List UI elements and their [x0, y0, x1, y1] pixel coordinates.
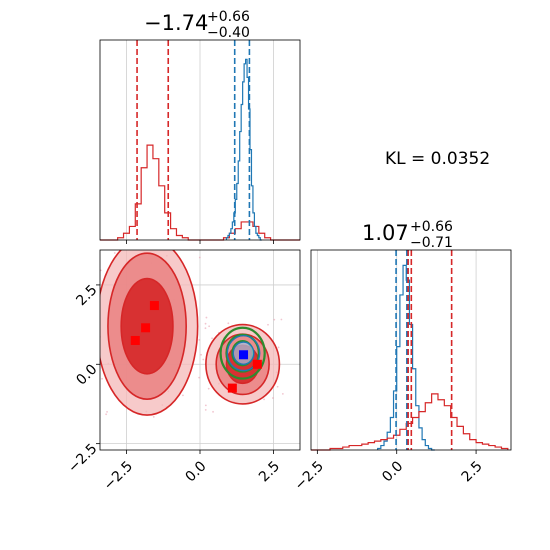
bottom-left-scatter-point	[182, 394, 184, 397]
bottom-right-xtick-label-2: 2.5	[459, 458, 486, 485]
top-left-histogram-panel: −1.74 +0.66 −0.40	[99, 9, 301, 244]
bottom-right-histogram-panel: −2.5 0.0 2.5 1.07 +0.66 −0.71	[292, 219, 512, 494]
bottom-left-scatter-point	[198, 376, 201, 379]
bottom-left-ytick-label-0: −2.5	[65, 441, 100, 476]
bottom-left-xtick-label-1: 0.0	[183, 458, 210, 485]
kl-annotation: KL = 0.0352	[385, 149, 490, 169]
bottom-right-title-minus: −0.71	[410, 235, 453, 251]
bottom-right-title-value: 1.07	[362, 221, 409, 245]
bottom-left-scatter-point	[205, 316, 208, 319]
bottom-right-xtick-label-1: 0.0	[379, 458, 406, 485]
bottom-left-scatter-point	[204, 327, 207, 330]
bottom-left-xtick-label-2: 2.5	[256, 458, 283, 485]
bottom-left-scatter-point	[113, 252, 116, 254]
top-left-title-minus: −0.40	[207, 25, 250, 41]
bottom-left-scatter-point	[273, 318, 276, 321]
bottom-left-scatter-point	[200, 353, 203, 356]
bottom-right-xtick-label-0: −2.5	[292, 458, 327, 493]
bottom-left-scatter-point	[141, 236, 143, 238]
bottom-left-red-marker-0	[149, 301, 159, 311]
bottom-left-scatter-point	[208, 325, 211, 328]
bottom-right-title-plus: +0.66	[410, 219, 453, 235]
bottom-left-scatter-point	[280, 318, 283, 321]
bottom-left-scatter-point	[211, 337, 213, 340]
bottom-left-scatter-point	[105, 233, 107, 235]
bottom-left-scatter-point	[227, 322, 230, 325]
bottom-left-scatter-point	[272, 397, 274, 399]
bottom-left-scatter-point	[207, 387, 210, 390]
bottom-left-scatter-point	[101, 377, 103, 380]
bottom-left-scatter-point	[276, 385, 279, 388]
bottom-left-scatter-point	[277, 346, 280, 349]
bottom-left-scatter-point	[204, 404, 207, 407]
bottom-left-scatter-point	[152, 415, 155, 418]
bottom-left-red-marker-2	[130, 335, 140, 345]
bottom-left-scatter-point	[204, 322, 207, 325]
bottom-left-scatter-point	[100, 269, 102, 272]
bottom-left-scatter-point	[90, 342, 92, 344]
bottom-left-scatter-point	[105, 413, 108, 416]
bottom-left-ytick-label-1: 0.0	[73, 361, 100, 388]
bottom-left-scatter-point	[94, 253, 96, 255]
bottom-left-red-marker-4	[252, 359, 262, 369]
bottom-left-scatter-point	[198, 256, 201, 259]
top-left-histogram-series-0	[100, 144, 300, 241]
bottom-left-blue-marker	[239, 350, 249, 360]
bottom-left-ytick-label-2: 2.5	[73, 282, 100, 309]
bottom-left-green-contour-0-1	[225, 333, 260, 373]
top-left-title-plus: +0.66	[207, 9, 250, 25]
bottom-left-scatter-point	[198, 338, 201, 341]
bottom-left-scatter-point	[152, 232, 154, 234]
bottom-left-scatter-point	[106, 410, 108, 413]
bottom-left-scatter-point	[281, 392, 284, 395]
bottom-right-histogram-series-0	[377, 264, 435, 451]
bottom-left-scatter-point	[267, 323, 269, 326]
bottom-left-xtick-label-0: −2.5	[101, 458, 136, 493]
bottom-right-histogram-series-1	[311, 393, 509, 451]
bottom-left-contour-panel: −2.5−2.5 0.0 0.0 2.5 2.5	[65, 232, 301, 494]
top-left-title-value: −1.74	[144, 11, 208, 35]
bottom-left-red-marker-1	[141, 323, 151, 333]
top-left-histogram-series-1	[225, 58, 262, 241]
bottom-left-scatter-point	[263, 398, 265, 401]
bottom-right-frame	[310, 249, 512, 451]
bottom-left-scatter-point	[87, 391, 89, 393]
bottom-left-red-marker-3	[227, 383, 237, 393]
bottom-left-green-contour-0-0	[219, 326, 266, 380]
bottom-left-scatter-point	[202, 358, 205, 361]
bottom-left-scatter-point	[92, 353, 94, 355]
bottom-left-scatter-point	[212, 410, 214, 413]
bottom-left-scatter-point	[204, 409, 207, 411]
bottom-left-blue-contour-0-0	[226, 335, 261, 372]
